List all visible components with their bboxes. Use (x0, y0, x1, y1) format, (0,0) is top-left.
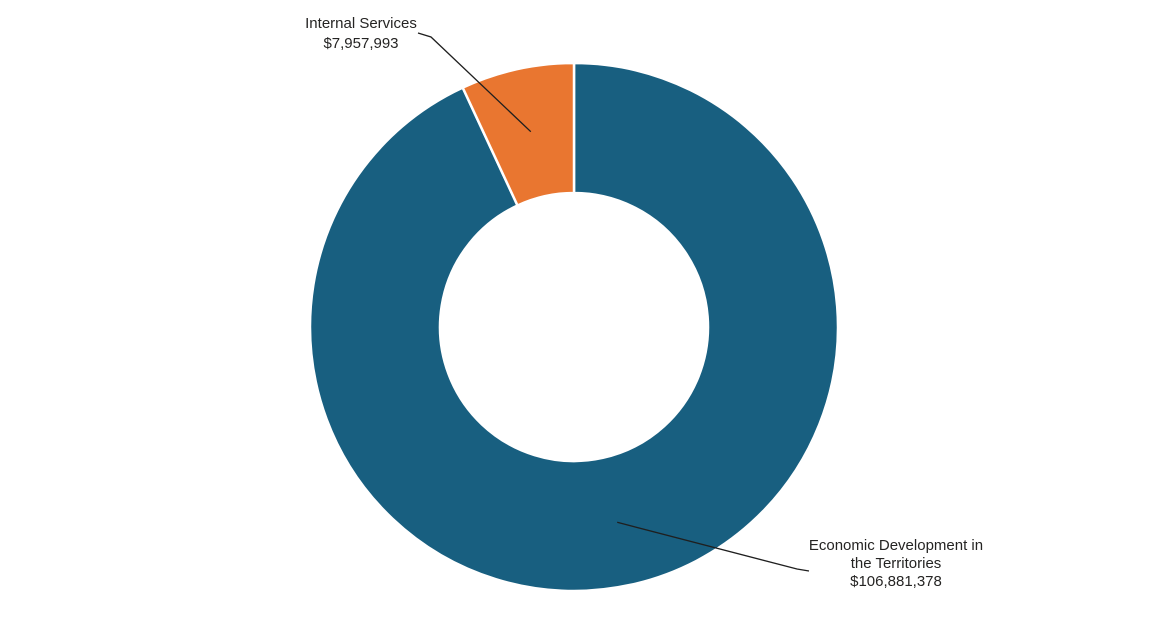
leader-line-internal-services (417, 32, 532, 133)
slice-value: $106,881,378 (850, 573, 942, 590)
slice-label: Internal Services (305, 15, 417, 32)
donut-slice-economic-development-in-the-territories[interactable] (308, 61, 840, 593)
slice-callout-internal-services: Internal Services $7,957,993 (261, 14, 461, 54)
slice-value: $7,957,993 (323, 35, 399, 52)
slice-label-line-2: the Territories (850, 555, 942, 572)
leader-line-economic-development-in-the-territories (617, 521, 810, 572)
slice-label-line-1: Economic Development in (808, 537, 984, 554)
slice-callout-economic-development: Economic Development in the Territories … (786, 537, 1006, 591)
donut-slice-internal-services[interactable] (461, 61, 576, 207)
